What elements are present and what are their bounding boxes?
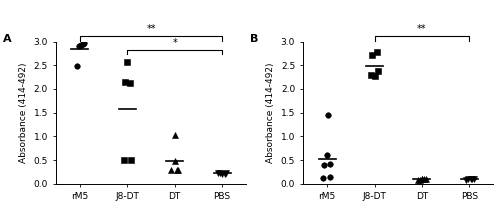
Y-axis label: Absorbance (414-492): Absorbance (414-492) xyxy=(266,62,275,163)
Text: *: * xyxy=(172,38,177,48)
Y-axis label: Absorbance (414-492): Absorbance (414-492) xyxy=(19,62,28,163)
Text: **: ** xyxy=(417,25,426,35)
Text: A: A xyxy=(3,35,12,45)
Text: B: B xyxy=(250,35,259,45)
Text: **: ** xyxy=(146,25,156,35)
